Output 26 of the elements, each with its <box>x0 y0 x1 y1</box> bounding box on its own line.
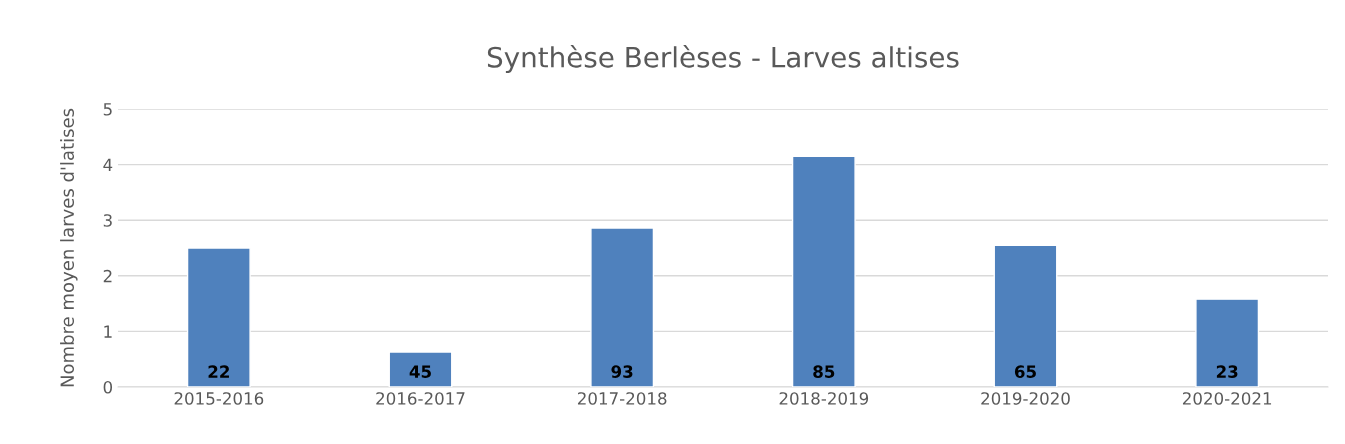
bar <box>1195 298 1260 387</box>
x-tick-label: 2019-2020 <box>981 392 1070 405</box>
annotation: 65 <box>1014 365 1036 378</box>
x-tick-label: 2018-2019 <box>779 392 869 405</box>
bar <box>993 244 1058 387</box>
bar <box>388 351 453 387</box>
y-tick-label: 5 <box>103 103 112 116</box>
y-tick-label: 3 <box>103 214 112 227</box>
x-tick-label: 2016-2017 <box>376 392 465 405</box>
bar <box>791 155 856 387</box>
x-tick-label: 2020-2021 <box>1182 392 1272 405</box>
annotation: 22 <box>208 365 229 378</box>
annotation: 23 <box>1216 365 1238 378</box>
bar <box>590 227 655 387</box>
annotation: 93 <box>611 365 633 378</box>
y-tick-label: 1 <box>104 325 112 338</box>
y-tick-label: 2 <box>103 269 112 283</box>
y-tick-label: 4 <box>103 158 113 171</box>
y-axis-title: Nombre moyen larves d'latises <box>60 108 78 387</box>
annotation: 85 <box>813 365 835 378</box>
chart-title: Synthèse Berlèses - Larves altises <box>487 45 959 74</box>
y-tick-label: 0 <box>103 380 113 394</box>
bar <box>186 247 251 387</box>
x-tick-label: 2017-2018 <box>577 392 667 405</box>
x-tick-label: 2015-2016 <box>174 392 264 405</box>
annotation: 45 <box>409 365 431 378</box>
